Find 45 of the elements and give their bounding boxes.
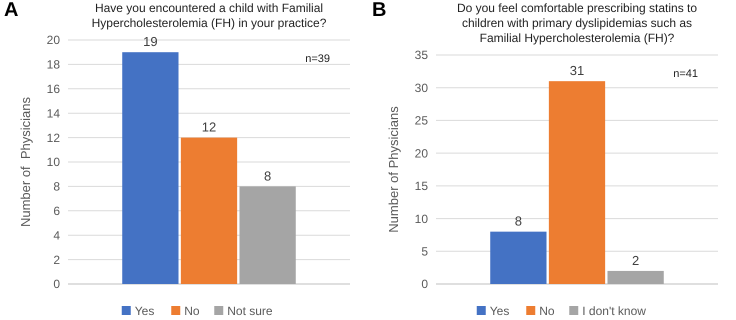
legend-label: I don't know: [582, 304, 646, 318]
bar: [180, 138, 238, 284]
legend-label: Yes: [134, 304, 154, 318]
y-tick-label: 0: [53, 277, 60, 292]
text: B: [372, 0, 386, 21]
chart-title: Have you encountered a child with Familial Hypercholesterolemia (FH) in your practice?: [92, 1, 327, 30]
y-tick-label: 4: [53, 228, 60, 242]
data-label: 8: [264, 168, 272, 184]
legend-label: Yes: [490, 304, 510, 318]
y-tick-label: 20: [414, 146, 428, 160]
y-tick-label: 15: [414, 179, 428, 194]
y-tick-label: 10: [414, 212, 428, 226]
data-label: 19: [143, 34, 158, 50]
y-tick-label: 6: [53, 204, 60, 218]
legend-label: No: [539, 304, 555, 318]
y-tick-label: 35: [414, 48, 428, 62]
y-tick-label: 2: [53, 252, 60, 267]
y-tick-label: 8: [53, 180, 60, 194]
y-axis-title: Number of Physicians: [18, 96, 33, 228]
data-label: 31: [570, 63, 584, 78]
annotation: n=39: [305, 53, 330, 65]
bar: [122, 52, 179, 284]
y-tick-label: 14: [46, 106, 60, 120]
y-tick-label: 5: [421, 244, 428, 258]
legend-label: No: [184, 304, 200, 318]
data-label: 2: [632, 252, 640, 268]
bar: [607, 270, 664, 284]
y-tick-label: 25: [414, 114, 428, 128]
bar: [239, 186, 296, 284]
annotation: n=41: [673, 68, 698, 80]
y-tick-label: 20: [46, 33, 60, 48]
y-tick-label: 12: [46, 130, 60, 145]
chart-title: Do you feel comfortable prescribing statins to children with primary dyslipidemias such as Familial Hypercholesterolemia (FH)?: [456, 1, 698, 45]
y-tick-label: 18: [46, 58, 60, 72]
y-tick-label: 30: [414, 80, 428, 95]
y-axis-title: Number of Physicians: [386, 106, 401, 233]
bar: [548, 81, 606, 284]
legend-label: Not sure: [227, 304, 273, 318]
y-tick-label: 0: [421, 277, 428, 292]
text: A: [4, 0, 18, 21]
bar: [490, 232, 547, 284]
y-tick-label: 16: [46, 82, 60, 96]
data-label: 8: [514, 214, 522, 229]
data-label: 12: [202, 120, 216, 135]
y-tick-label: 10: [46, 155, 60, 170]
